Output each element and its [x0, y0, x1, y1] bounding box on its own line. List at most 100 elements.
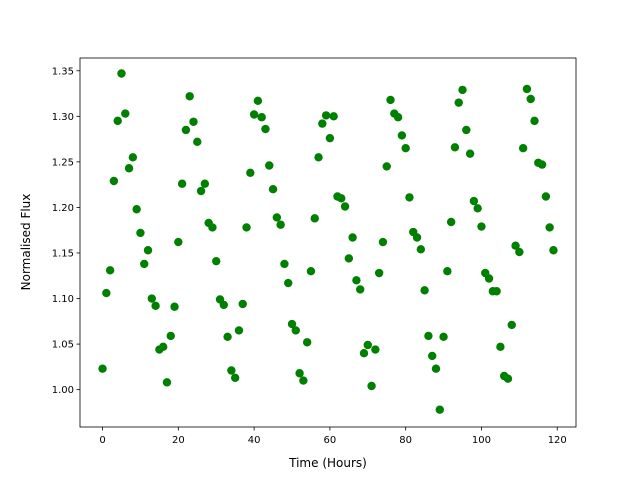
data-point [287, 319, 297, 329]
data-point [344, 254, 354, 263]
data-point [117, 69, 126, 78]
data-point [166, 331, 175, 341]
data-point [356, 285, 365, 294]
y-tick-label: 1.25 [52, 157, 74, 168]
data-point [158, 342, 168, 352]
data-point [98, 364, 107, 373]
data-point [299, 376, 308, 385]
data-point [246, 168, 255, 177]
data-point [310, 214, 319, 223]
data-point [170, 302, 179, 311]
data-point [374, 268, 384, 278]
data-point [276, 220, 285, 229]
data-point [541, 192, 551, 201]
data-point [348, 233, 357, 242]
data-point [340, 202, 350, 211]
data-point [227, 366, 236, 375]
data-point [136, 228, 145, 238]
y-tick-label: 1.15 [52, 248, 74, 259]
data-point [200, 179, 210, 188]
data-point [492, 287, 501, 296]
data-point [212, 256, 221, 266]
y-tick-label: 1.05 [52, 340, 74, 351]
data-point [424, 331, 433, 341]
x-tick-label: 120 [548, 435, 567, 446]
data-point [511, 241, 520, 250]
data-point [223, 332, 232, 341]
data-point [318, 119, 327, 128]
data-point [431, 364, 441, 373]
data-point [151, 301, 160, 311]
x-tick-label: 40 [248, 435, 261, 446]
data-point [102, 288, 111, 298]
y-axis-label: Normalised Flux [19, 194, 33, 291]
data-point [401, 144, 410, 153]
data-point [230, 373, 240, 382]
x-tick-label: 80 [399, 435, 412, 446]
y-tick-label: 1.35 [52, 66, 74, 77]
data-point [121, 109, 130, 118]
y-tick-label: 1.30 [52, 112, 74, 123]
data-point [147, 294, 157, 303]
data-point [473, 204, 482, 213]
data-point [261, 124, 270, 134]
data-point [412, 233, 422, 242]
data-point [189, 117, 198, 126]
x-tick-label: 0 [99, 435, 105, 446]
data-point [443, 267, 452, 276]
data-point [378, 237, 388, 247]
data-point [242, 223, 251, 232]
data-point [462, 125, 471, 135]
data-point [280, 259, 289, 269]
data-point [359, 349, 369, 358]
data-point [132, 205, 141, 214]
data-point [291, 326, 300, 335]
data-point [416, 245, 426, 254]
data-point [545, 223, 554, 232]
data-point [458, 85, 467, 95]
data-point [363, 340, 372, 350]
data-point [295, 369, 304, 378]
data-point [435, 405, 444, 414]
data-point [515, 247, 524, 257]
data-point [272, 213, 282, 222]
data-point [371, 345, 380, 354]
data-point [450, 143, 460, 152]
data-point [140, 259, 149, 269]
data-point [352, 276, 361, 285]
data-point [454, 98, 463, 107]
plot-frame [79, 57, 577, 428]
data-point [329, 112, 338, 121]
data-point [439, 332, 448, 341]
data-point [405, 193, 414, 202]
data-point [128, 153, 138, 162]
data-point [382, 162, 391, 171]
data-point [420, 286, 429, 295]
data-point [526, 94, 535, 104]
data-point [219, 300, 228, 310]
data-point [174, 237, 183, 247]
data-point [337, 194, 346, 203]
data-point [386, 95, 395, 105]
data-point [484, 274, 494, 283]
data-point [109, 176, 119, 186]
data-point [477, 222, 486, 231]
data-point [162, 378, 172, 387]
data-point [465, 149, 475, 158]
x-axis-label: Time (Hours) [288, 456, 367, 470]
data-point [196, 186, 206, 196]
data-point [397, 131, 407, 140]
x-tick-label: 60 [324, 435, 337, 446]
data-point [321, 111, 331, 120]
data-point [302, 338, 312, 347]
data-point [238, 299, 247, 309]
data-point [428, 351, 437, 361]
data-point [496, 342, 505, 352]
x-tick-label: 20 [172, 435, 185, 446]
data-point [518, 144, 528, 153]
data-point [522, 84, 532, 94]
data-point [234, 326, 244, 335]
data-point [530, 116, 539, 126]
data-point [113, 116, 122, 126]
